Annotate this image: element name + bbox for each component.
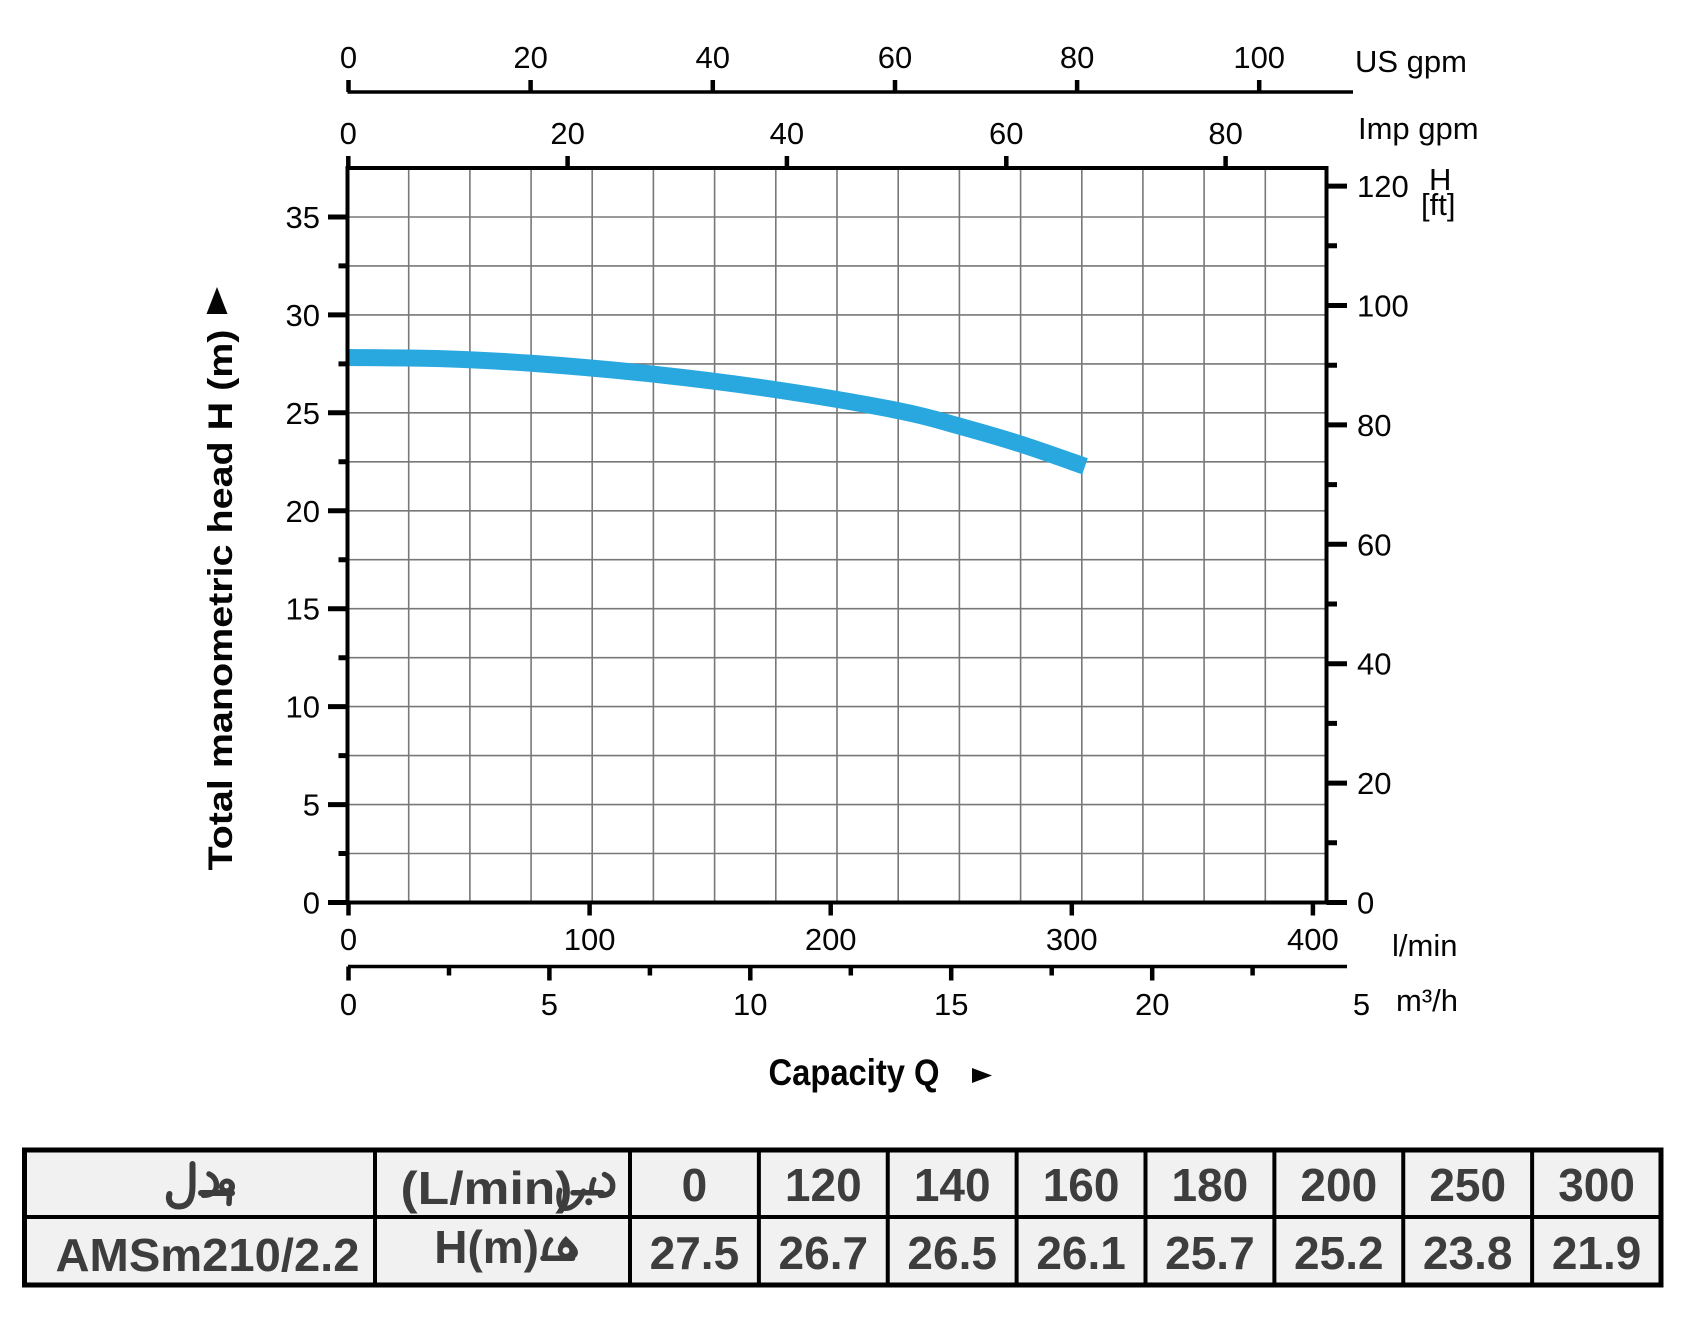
- svg-text:25.7: 25.7: [1165, 1227, 1255, 1279]
- svg-text:80: 80: [1060, 40, 1094, 75]
- svg-text:5: 5: [541, 987, 558, 1022]
- svg-text:H(m): H(m): [434, 1221, 539, 1273]
- svg-text:120: 120: [1357, 169, 1409, 204]
- svg-text:15: 15: [934, 987, 968, 1022]
- svg-text:20: 20: [1135, 987, 1169, 1022]
- svg-text:l/min: l/min: [1392, 928, 1457, 963]
- svg-text:80: 80: [1357, 408, 1391, 443]
- svg-text:160: 160: [1043, 1159, 1120, 1211]
- svg-text:(L/min): (L/min): [401, 1162, 573, 1214]
- svg-text:Imp gpm: Imp gpm: [1358, 111, 1479, 146]
- svg-text:26.7: 26.7: [779, 1227, 869, 1279]
- svg-text:40: 40: [696, 40, 730, 75]
- svg-text:Capacity Q: Capacity Q: [769, 1052, 940, 1093]
- svg-text:300: 300: [1558, 1159, 1635, 1211]
- svg-text:0: 0: [303, 886, 320, 921]
- svg-text:20: 20: [1357, 766, 1391, 801]
- svg-text:[ft]: [ft]: [1421, 187, 1455, 222]
- svg-text:H: H: [1429, 162, 1451, 197]
- svg-text:100: 100: [564, 922, 616, 957]
- svg-text:10: 10: [733, 987, 767, 1022]
- svg-text:AMSm210/2.2: AMSm210/2.2: [56, 1229, 360, 1281]
- svg-text:100: 100: [1233, 40, 1285, 75]
- svg-text:100: 100: [1357, 289, 1409, 324]
- svg-text:60: 60: [878, 40, 912, 75]
- svg-text:120: 120: [785, 1159, 862, 1211]
- svg-text:0: 0: [340, 40, 357, 75]
- svg-text:140: 140: [914, 1159, 991, 1211]
- svg-text:20: 20: [513, 40, 547, 75]
- svg-text:200: 200: [805, 922, 857, 957]
- svg-text:20: 20: [550, 116, 584, 151]
- svg-text:400: 400: [1287, 922, 1339, 957]
- svg-text:25: 25: [286, 396, 320, 431]
- svg-text:10: 10: [286, 690, 320, 725]
- svg-text:200: 200: [1300, 1159, 1377, 1211]
- svg-text:26.1: 26.1: [1036, 1227, 1126, 1279]
- svg-text:30: 30: [286, 298, 320, 333]
- svg-text:40: 40: [770, 116, 804, 151]
- svg-text:27.5: 27.5: [650, 1227, 740, 1279]
- svg-text:5: 5: [1353, 987, 1370, 1022]
- svg-text:300: 300: [1046, 922, 1098, 957]
- svg-text:23.8: 23.8: [1423, 1227, 1513, 1279]
- svg-text:0: 0: [340, 116, 357, 151]
- svg-text:250: 250: [1429, 1159, 1506, 1211]
- svg-text:Total manometric head H (m): Total manometric head H (m): [202, 330, 240, 871]
- svg-text:0: 0: [340, 922, 357, 957]
- svg-text:15: 15: [286, 592, 320, 627]
- svg-text:21.9: 21.9: [1552, 1227, 1642, 1279]
- svg-text:40: 40: [1357, 647, 1391, 682]
- svg-text:5: 5: [303, 788, 320, 823]
- svg-text:20: 20: [286, 494, 320, 529]
- svg-text:60: 60: [989, 116, 1023, 151]
- svg-text:35: 35: [286, 200, 320, 235]
- svg-text:US gpm: US gpm: [1355, 44, 1467, 79]
- svg-text:80: 80: [1208, 116, 1242, 151]
- svg-text:26.5: 26.5: [907, 1227, 997, 1279]
- svg-text:0: 0: [682, 1159, 708, 1211]
- svg-text:0: 0: [1357, 886, 1374, 921]
- svg-text:0: 0: [340, 987, 357, 1022]
- svg-text:m³/h: m³/h: [1396, 983, 1458, 1018]
- svg-text:180: 180: [1172, 1159, 1249, 1211]
- svg-text:25.2: 25.2: [1294, 1227, 1384, 1279]
- svg-text:60: 60: [1357, 527, 1391, 562]
